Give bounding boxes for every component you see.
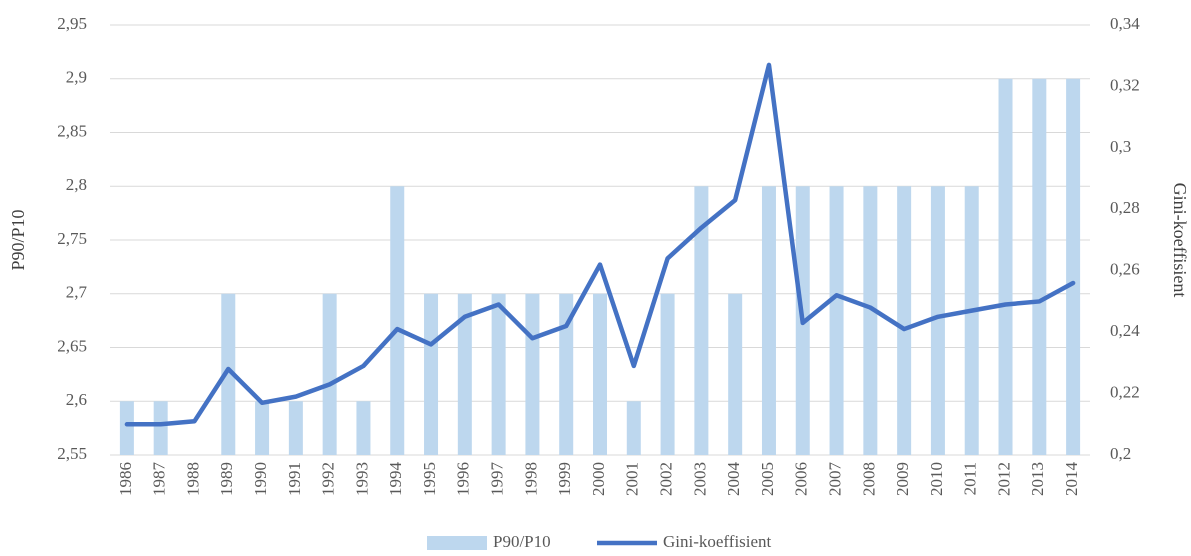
y2-tick-label: 0,24 (1110, 321, 1140, 340)
x-tick-label: 2003 (690, 462, 709, 496)
x-tick-label: 2006 (792, 462, 811, 496)
y2-tick-label: 0,22 (1110, 382, 1140, 401)
x-tick-label: 1994 (386, 462, 405, 497)
y-tick-label: 2,6 (66, 390, 87, 409)
x-tick-label: 2011 (961, 462, 980, 495)
x-tick-label: 2002 (656, 462, 675, 496)
x-tick-label: 2008 (859, 462, 878, 496)
x-tick-label: 2013 (1028, 462, 1047, 496)
legend-label: Gini-koeffisient (663, 532, 772, 551)
x-tick-label: 2014 (1062, 462, 1081, 497)
x-tick-label: 1998 (521, 462, 540, 496)
x-tick-label: 2012 (994, 462, 1013, 496)
bar (897, 186, 912, 455)
x-tick-label: 1986 (116, 462, 135, 496)
y2-tick-label: 0,3 (1110, 137, 1131, 156)
bar (964, 186, 979, 455)
y-tick-label: 2,8 (66, 175, 87, 194)
bar (457, 293, 472, 455)
bar (255, 401, 270, 455)
bar (390, 186, 405, 455)
x-tick-label: 1987 (150, 462, 169, 497)
bar (863, 186, 878, 455)
y2-tick-label: 0,32 (1110, 75, 1140, 94)
bar (525, 293, 540, 455)
y-tick-label: 2,55 (57, 444, 87, 463)
x-tick-label: 1988 (183, 462, 202, 496)
x-tick-label: 1989 (217, 462, 236, 496)
x-tick-label: 1999 (555, 462, 574, 496)
bar (694, 186, 709, 455)
x-tick-label: 2005 (758, 462, 777, 496)
bar (930, 186, 945, 455)
y-tick-label: 2,9 (66, 68, 87, 87)
y-tick-label: 2,7 (66, 283, 88, 302)
x-tick-label: 1995 (420, 462, 439, 496)
bar (153, 401, 168, 455)
x-tick-label: 2001 (623, 462, 642, 496)
y2-tick-label: 0,26 (1110, 260, 1140, 279)
y2-tick-label: 0,28 (1110, 198, 1140, 217)
line (124, 62, 1076, 427)
y2-tick-label: 0,34 (1110, 14, 1140, 33)
y-tick-label: 2,95 (57, 14, 87, 33)
bar (322, 293, 337, 455)
bar (288, 401, 303, 455)
y2-tick-label: 0,2 (1110, 444, 1131, 463)
x-tick-label: 2007 (825, 462, 844, 497)
bar (626, 401, 641, 455)
x-tick-label: 2004 (724, 462, 743, 497)
x-tick-label: 1996 (454, 462, 473, 496)
y-tick-label: 2,65 (57, 336, 87, 355)
bar (119, 401, 134, 455)
y-tick-label: 2,75 (57, 229, 87, 248)
x-tick-label: 1991 (285, 462, 304, 496)
bar (491, 293, 506, 455)
bar (829, 186, 844, 455)
y2-axis-title: Gini-koeffisient (1170, 183, 1190, 298)
bar (593, 293, 607, 455)
bar (660, 293, 675, 455)
bar (424, 293, 439, 455)
x-tick-label: 1990 (251, 462, 270, 496)
y-axis-title: P90/P10 (8, 209, 28, 270)
bar (559, 293, 574, 455)
legend-swatch (427, 536, 487, 550)
x-tick-label: 2000 (589, 462, 608, 496)
bar (1066, 78, 1081, 455)
x-tick-label: 2010 (927, 462, 946, 496)
bar (221, 293, 236, 455)
y-tick-label: 2,85 (57, 121, 87, 140)
bar (728, 293, 743, 455)
x-tick-label: 2009 (893, 462, 912, 496)
x-tick-label: 1993 (352, 462, 371, 496)
legend-label: P90/P10 (493, 532, 551, 551)
x-tick-label: 1992 (319, 462, 338, 496)
bar (998, 78, 1013, 455)
x-tick-label: 1997 (488, 462, 507, 497)
bar (1032, 78, 1047, 455)
bar (356, 401, 371, 455)
bar (761, 186, 776, 455)
